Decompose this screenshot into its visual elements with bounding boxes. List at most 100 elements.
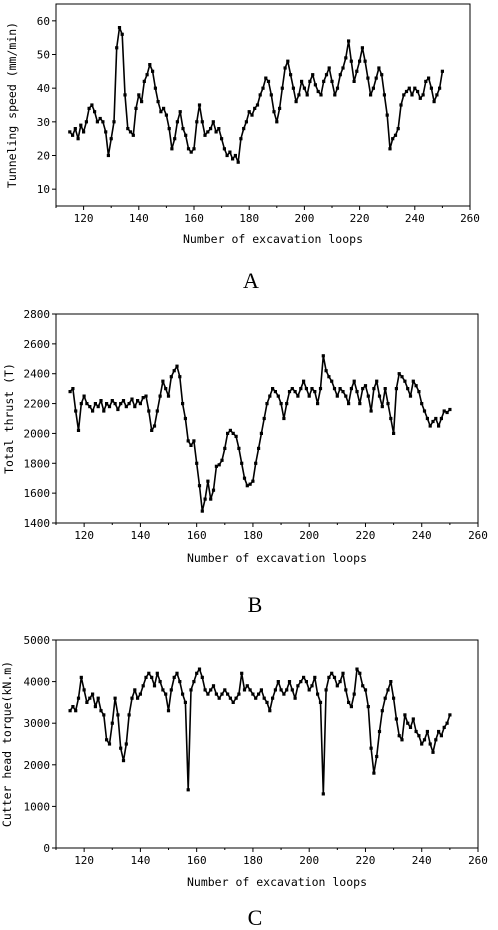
y-tick-label: 2400: [24, 368, 51, 381]
data-point: [271, 387, 275, 391]
data-point: [71, 705, 75, 709]
data-point: [414, 729, 418, 734]
data-point: [136, 696, 140, 700]
data-point: [140, 100, 144, 104]
data-point: [420, 402, 424, 406]
data-point: [432, 100, 436, 104]
data-point: [189, 150, 193, 154]
plot-frame: [55, 313, 479, 524]
y-tick-label: 2600: [24, 338, 51, 351]
data-point: [393, 133, 398, 137]
data-point: [169, 688, 173, 692]
y-tick-label: 0: [43, 842, 50, 855]
panel-label: B: [248, 592, 263, 617]
data-point: [181, 692, 185, 696]
data-point: [294, 100, 298, 104]
data-point: [79, 402, 83, 406]
data-point: [273, 390, 277, 394]
data-point: [105, 402, 109, 406]
data-point: [332, 387, 337, 391]
data-point: [220, 458, 224, 462]
data-point: [275, 120, 279, 124]
data-point: [428, 742, 432, 746]
data-point: [110, 721, 114, 725]
data-point: [269, 93, 273, 97]
data-point: [377, 394, 382, 398]
data-point: [439, 734, 443, 738]
data-point: [222, 147, 226, 151]
x-tick-label: 160: [187, 529, 207, 542]
data-point: [91, 692, 95, 696]
data-point: [147, 671, 151, 675]
data-point: [369, 746, 373, 750]
data-point: [183, 700, 187, 704]
data-point: [102, 409, 106, 413]
data-point: [276, 680, 280, 684]
y-tick-label: 1000: [24, 800, 51, 813]
chart-panel-A: 120 140 160 180 200 220 240 260 10 20 30 40 50 60 Numb…: [5, 3, 480, 293]
x-tick-label: 240: [412, 529, 432, 542]
data-point: [113, 696, 117, 700]
data-point: [352, 692, 356, 696]
data-point: [106, 153, 110, 158]
data-point: [422, 409, 427, 413]
data-point: [425, 416, 429, 421]
data-point: [242, 688, 247, 692]
data-point: [79, 123, 83, 127]
data-point: [228, 150, 232, 154]
data-point: [131, 133, 135, 137]
data-point: [223, 446, 227, 450]
data-point: [152, 684, 157, 688]
data-point: [247, 110, 251, 114]
data-point: [413, 86, 417, 90]
data-point: [130, 696, 134, 700]
data-point: [156, 100, 160, 104]
data-point: [300, 79, 304, 83]
data-point: [124, 742, 128, 746]
data-point: [440, 69, 444, 73]
data-point: [183, 416, 187, 421]
data-point: [380, 405, 384, 409]
data-point: [371, 86, 375, 90]
y-tick-label: 5000: [24, 634, 51, 647]
data-point: [352, 79, 356, 83]
data-point: [88, 696, 92, 700]
data-point: [349, 387, 353, 391]
x-tick-label: 140: [129, 212, 149, 225]
data-point: [107, 405, 112, 409]
data-point: [406, 721, 410, 725]
data-point: [377, 66, 381, 70]
data-point: [372, 387, 376, 391]
data-point: [161, 688, 165, 692]
data-point: [429, 86, 433, 90]
panel-label: C: [248, 905, 263, 930]
data-point: [299, 387, 303, 391]
data-point: [287, 390, 292, 394]
data-point: [166, 394, 171, 398]
data-point: [291, 86, 295, 90]
data-point: [302, 379, 306, 383]
data-point: [134, 106, 138, 110]
x-tick-label: 220: [356, 854, 376, 867]
data-point: [296, 394, 300, 398]
data-point: [164, 113, 168, 117]
series-line: [69, 355, 451, 512]
data-point: [136, 399, 140, 403]
y-tick-label: 1800: [24, 457, 51, 470]
data-point: [254, 461, 258, 465]
data-point: [79, 675, 83, 679]
data-point: [233, 153, 237, 158]
data-point: [268, 709, 272, 713]
data-point: [349, 59, 353, 63]
data-point: [361, 684, 365, 688]
data-point: [400, 738, 404, 742]
x-tick-label: 260: [468, 529, 488, 542]
data-point: [268, 394, 272, 398]
data-point: [244, 120, 248, 124]
data-point: [124, 405, 128, 409]
data-point: [102, 713, 106, 717]
data-point: [347, 700, 351, 704]
data-point: [173, 137, 177, 141]
data-point: [137, 93, 141, 97]
